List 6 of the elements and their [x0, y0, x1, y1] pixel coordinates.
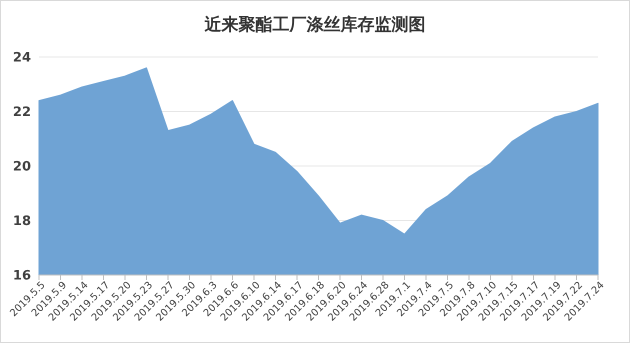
- y-tick-label: 16: [12, 268, 31, 284]
- y-tick-label: 18: [12, 214, 31, 230]
- chart-title: 近来聚酯工厂涤丝库存监测图: [204, 15, 426, 35]
- y-tick-label: 20: [12, 160, 31, 175]
- y-tick-label: 22: [12, 105, 31, 120]
- y-tick-label: 24: [12, 50, 31, 66]
